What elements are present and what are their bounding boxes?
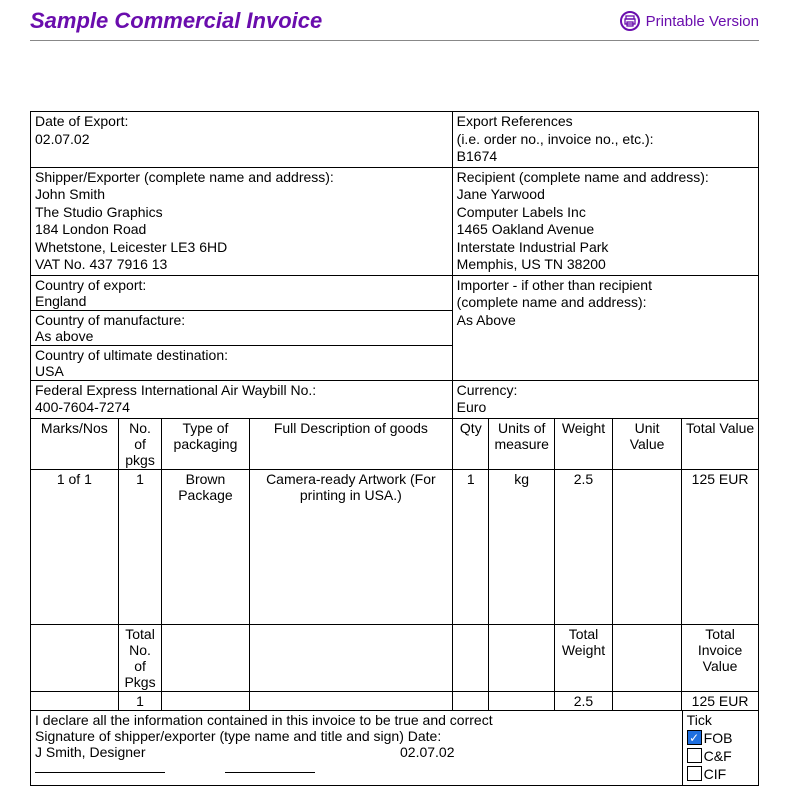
totals-label-row: Total No. of Pkgs Total Weight Total Inv… — [31, 624, 758, 691]
printer-icon — [620, 11, 640, 31]
declaration-signer: J Smith, Designer — [35, 744, 400, 760]
tick-option-cf[interactable]: C&F — [687, 748, 754, 764]
country-export-label: Country of export: — [35, 277, 448, 293]
item-marks: 1 of 1 — [31, 469, 118, 624]
total-invoice-value: 125 EUR — [682, 691, 758, 710]
item-row: 1 of 1 1 Brown Package Camera-ready Artw… — [31, 469, 758, 624]
item-unit-value — [613, 469, 682, 624]
importer-cell: Importer - if other than recipient (comp… — [453, 276, 758, 380]
tick-cell: Tick ✓ FOB C&F CIF — [682, 711, 758, 785]
checkbox-icon: ✓ — [687, 730, 702, 745]
date-of-export-label: Date of Export: — [35, 113, 448, 131]
tick-option-fob[interactable]: ✓ FOB — [687, 730, 754, 746]
export-references-sub: (i.e. order no., invoice no., etc.): — [457, 131, 754, 149]
item-qty: 1 — [453, 469, 489, 624]
total-no-pkgs-label: Total No. of Pkgs — [118, 624, 162, 691]
waybill-label: Federal Express International Air Waybil… — [35, 382, 448, 400]
col-weight: Weight — [554, 418, 612, 469]
declaration-date: 02.07.02 — [400, 744, 455, 760]
total-no-pkgs: 1 — [118, 691, 162, 710]
printable-version-link[interactable]: Printable Version — [620, 11, 759, 31]
page-title: Sample Commercial Invoice — [30, 8, 322, 34]
tick-fob-label: FOB — [704, 730, 733, 746]
invoice-table: Date of Export: 02.07.02 Export Referenc… — [30, 111, 759, 786]
importer-label: Importer - if other than recipient — [457, 277, 754, 295]
col-description: Full Description of goods — [249, 418, 453, 469]
col-unit-value: Unit Value — [613, 418, 682, 469]
recipient-lines: Jane Yarwood Computer Labels Inc 1465 Oa… — [457, 186, 754, 274]
country-export-row: Country of export: England — [31, 276, 452, 311]
export-references-value: B1674 — [457, 148, 754, 166]
items-table: Marks/Nos No. of pkgs Type of packaging … — [31, 418, 758, 710]
col-total-value: Total Value — [682, 418, 758, 469]
waybill-value: 400-7604-7274 — [35, 399, 448, 417]
currency-value: Euro — [457, 399, 754, 417]
tick-label: Tick — [687, 712, 754, 728]
item-packaging: Brown Package — [162, 469, 249, 624]
recipient-label: Recipient (complete name and address): — [457, 169, 754, 187]
total-weight: 2.5 — [554, 691, 612, 710]
importer-value: As Above — [457, 312, 754, 330]
col-qty: Qty — [453, 418, 489, 469]
footer-block: I declare all the information contained … — [31, 710, 758, 785]
shipper-lines: John Smith The Studio Graphics 184 Londo… — [35, 186, 448, 274]
countries-cell: Country of export: England Country of ma… — [31, 276, 453, 380]
declaration-cell: I declare all the information contained … — [31, 711, 682, 785]
total-weight-label: Total Weight — [554, 624, 612, 691]
col-packaging: Type of packaging — [162, 418, 249, 469]
country-export-value: England — [35, 293, 448, 309]
header-divider — [30, 40, 759, 41]
checkbox-icon — [687, 748, 702, 763]
total-invoice-value-label: Total Invoice Value — [682, 624, 758, 691]
printable-version-label: Printable Version — [646, 13, 759, 30]
declaration-line1: I declare all the information contained … — [35, 712, 678, 728]
shipper-label: Shipper/Exporter (complete name and addr… — [35, 169, 448, 187]
country-manufacture-row: Country of manufacture: As above — [31, 311, 452, 346]
signature-lines — [35, 772, 315, 773]
currency-label: Currency: — [457, 382, 754, 400]
items-header-row: Marks/Nos No. of pkgs Type of packaging … — [31, 418, 758, 469]
item-total-value: 125 EUR — [682, 469, 758, 624]
waybill-cell: Federal Express International Air Waybil… — [31, 381, 453, 418]
item-weight: 2.5 — [554, 469, 612, 624]
country-destination-label: Country of ultimate destination: — [35, 347, 448, 363]
col-no-pkgs: No. of pkgs — [118, 418, 162, 469]
export-references-label: Export References — [457, 113, 754, 131]
page-header: Sample Commercial Invoice Printable Vers… — [0, 0, 789, 40]
tick-cif-label: CIF — [704, 766, 727, 782]
country-manufacture-label: Country of manufacture: — [35, 312, 448, 328]
item-description: Camera-ready Artwork (For printing in US… — [249, 469, 453, 624]
item-no-pkgs: 1 — [118, 469, 162, 624]
country-destination-row: Country of ultimate destination: USA — [31, 346, 452, 380]
tick-cf-label: C&F — [704, 748, 732, 764]
importer-sub: (complete name and address): — [457, 294, 754, 312]
declaration-line2: Signature of shipper/exporter (type name… — [35, 728, 678, 744]
item-units: kg — [489, 469, 554, 624]
currency-cell: Currency: Euro — [453, 381, 758, 418]
tick-option-cif[interactable]: CIF — [687, 766, 754, 782]
shipper-cell: Shipper/Exporter (complete name and addr… — [31, 168, 453, 275]
date-of-export-cell: Date of Export: 02.07.02 — [31, 112, 453, 167]
totals-row: 1 2.5 125 EUR — [31, 691, 758, 710]
country-manufacture-value: As above — [35, 328, 448, 344]
checkbox-icon — [687, 766, 702, 781]
recipient-cell: Recipient (complete name and address): J… — [453, 168, 758, 275]
export-references-cell: Export References (i.e. order no., invoi… — [453, 112, 758, 167]
col-marks: Marks/Nos — [31, 418, 118, 469]
date-of-export-value: 02.07.02 — [35, 131, 448, 149]
col-units: Units of measure — [489, 418, 554, 469]
country-destination-value: USA — [35, 363, 448, 379]
